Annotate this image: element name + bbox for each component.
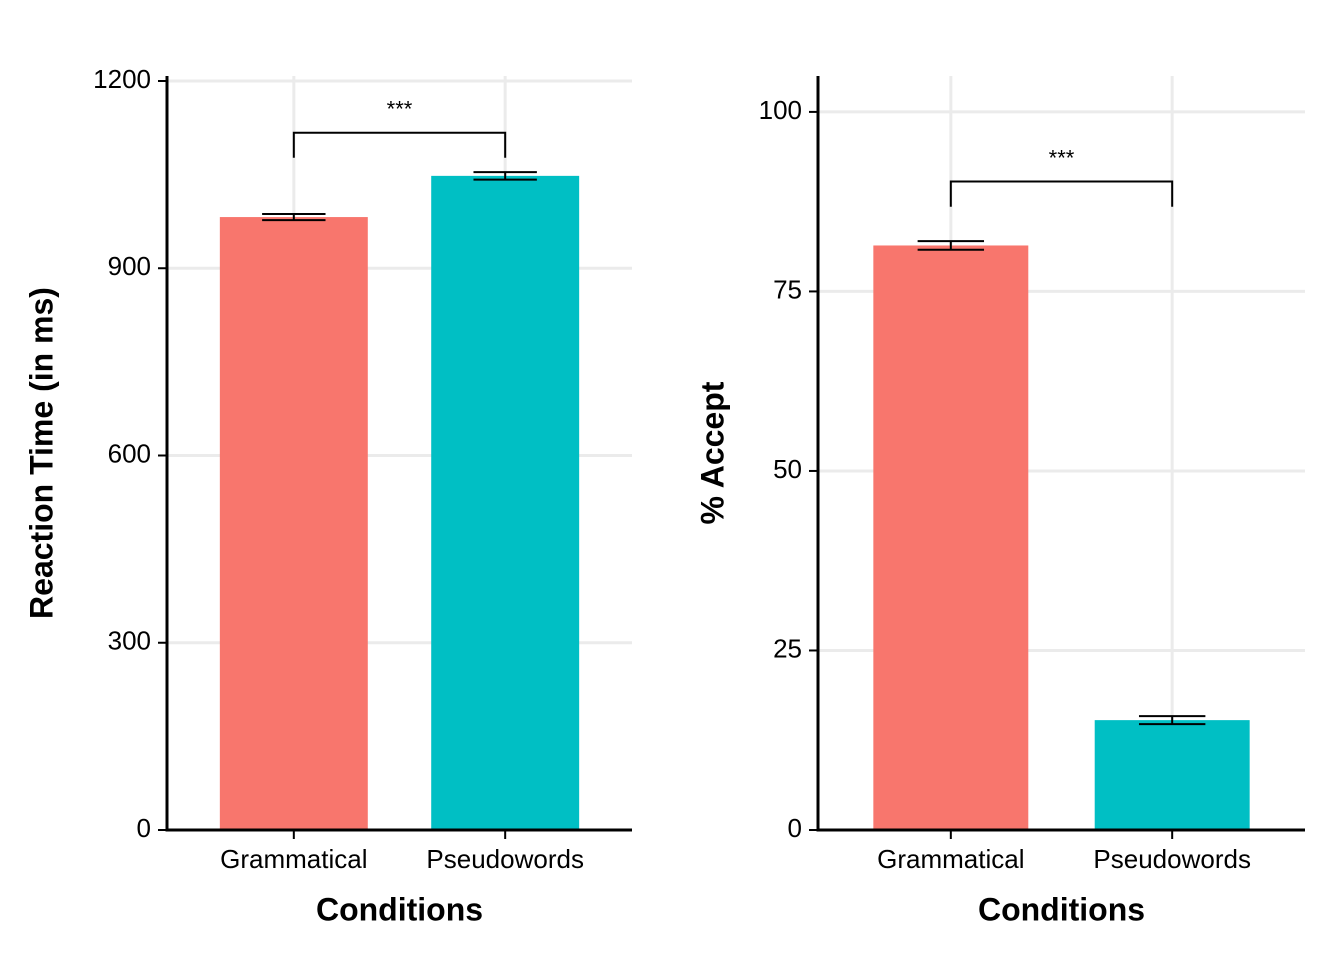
x-tick-label: Grammatical <box>877 844 1024 874</box>
x-tick-label: Grammatical <box>220 844 367 874</box>
significance-label: *** <box>387 97 413 122</box>
error-bar <box>917 240 985 251</box>
y-tick-label: 300 <box>108 626 151 656</box>
y-tick-label: 100 <box>759 95 802 125</box>
y-axis-title: % Accept <box>694 381 730 524</box>
y-tick-label: 50 <box>773 454 802 484</box>
error-bar <box>262 212 326 222</box>
x-axis-title: Conditions <box>316 891 483 927</box>
bar <box>431 175 580 830</box>
x-tick-label: Pseudowords <box>1093 844 1251 874</box>
y-axis-title: Reaction Time (in ms) <box>23 287 59 619</box>
y-tick-label: 75 <box>773 274 802 304</box>
error-bar <box>1138 715 1206 726</box>
significance-bracket <box>292 131 507 158</box>
error-bar <box>473 171 537 181</box>
y-tick-label: 600 <box>108 438 151 468</box>
bar <box>1094 720 1250 830</box>
y-tick-label: 1200 <box>93 64 151 94</box>
y-tick-label: 0 <box>788 813 802 843</box>
y-tick-label: 900 <box>108 251 151 281</box>
x-axis-title: Conditions <box>978 891 1145 927</box>
x-tick-label: Pseudowords <box>426 844 584 874</box>
bar <box>219 217 368 830</box>
axes <box>816 76 1305 832</box>
axes <box>165 76 632 832</box>
significance-bracket <box>949 180 1174 207</box>
significance-label: *** <box>1049 145 1075 170</box>
y-tick-label: 25 <box>773 633 802 663</box>
bar <box>873 245 1029 831</box>
y-tick-label: 0 <box>137 813 151 843</box>
